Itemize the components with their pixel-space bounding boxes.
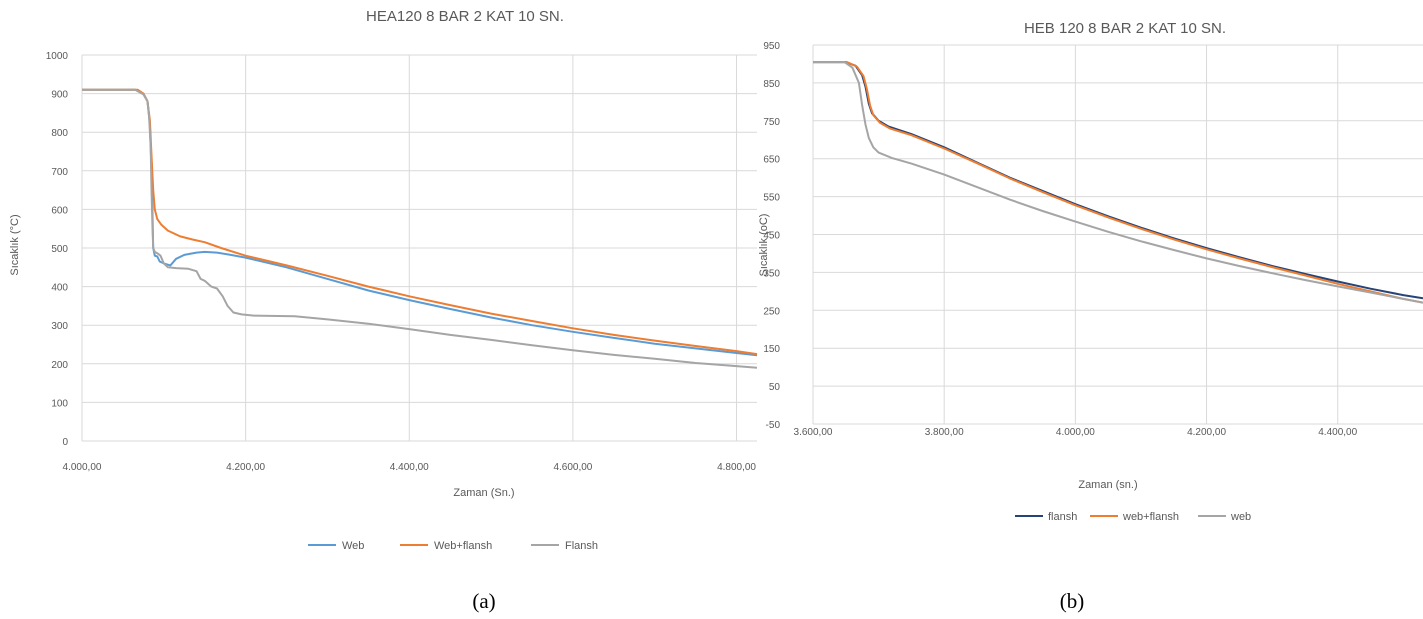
y-tick-label: 1000 <box>46 51 69 62</box>
caption-b: (b) <box>1060 589 1085 613</box>
chart-b-x-axis-title: Zaman (sn.) <box>1078 479 1137 491</box>
chart-a-grid <box>81 54 757 442</box>
y-tick-label: 400 <box>51 283 68 294</box>
x-tick-label: 4.400,00 <box>1318 427 1357 438</box>
y-tick-label: 850 <box>763 79 780 90</box>
series-line-web-flansh <box>82 88 758 356</box>
x-tick-label: 4.200,00 <box>226 462 265 473</box>
chart-a-y-axis-title: Sıcaklık (°C) <box>9 214 21 275</box>
chart-b-title: HEB 120 8 BAR 2 KAT 10 SN. <box>1024 20 1226 37</box>
series-line-web <box>82 88 758 357</box>
y-tick-label: 700 <box>51 167 68 178</box>
y-tick-label: 600 <box>51 205 68 216</box>
x-tick-label: 3.800,00 <box>925 427 964 438</box>
legend-label-flansh: Flansh <box>565 540 598 552</box>
y-tick-label: 950 <box>763 41 780 52</box>
legend-label-web-flansh-b: web+flansh <box>1122 511 1179 523</box>
series-line-web <box>813 61 1423 304</box>
chart-b-legend: flansh web+flansh web <box>1015 511 1251 523</box>
chart-b-y-axis-title: Sıcaklık (oC) <box>758 214 770 277</box>
y-tick-label: 500 <box>51 244 68 255</box>
chart-b-series <box>813 61 1423 304</box>
x-tick-label: 4.000,00 <box>1056 427 1095 438</box>
x-tick-label: 4.200,00 <box>1187 427 1226 438</box>
y-tick-label: 200 <box>51 360 68 371</box>
y-tick-label: 900 <box>51 90 68 101</box>
series-line-flansh <box>813 61 1423 300</box>
chart-a-series <box>82 88 758 369</box>
y-tick-label: 0 <box>62 437 68 448</box>
series-line-flansh <box>82 88 758 369</box>
y-tick-label: -50 <box>766 420 781 431</box>
chart-b: HEB 120 8 BAR 2 KAT 10 SN. -50 50 150 250 35… <box>758 20 1423 613</box>
x-tick-label: 3.600,00 <box>794 427 833 438</box>
y-tick-label: 350 <box>763 268 780 279</box>
y-tick-label: 450 <box>763 231 780 242</box>
x-tick-label: 4.000,00 <box>63 462 102 473</box>
legend-label-web-flansh: Web+flansh <box>434 540 492 552</box>
y-tick-label: 750 <box>763 117 780 128</box>
y-tick-label: 300 <box>51 321 68 332</box>
chart-a-legend: Web Web+flansh Flansh <box>308 540 598 552</box>
chart-a-x-axis-title: Zaman (Sn.) <box>453 487 514 499</box>
y-tick-label: 650 <box>763 155 780 166</box>
y-tick-label: 550 <box>763 193 780 204</box>
y-tick-label: 100 <box>51 398 68 409</box>
chart-a-xticks: 4.000,00 4.200,00 4.400,00 4.600,00 4.800,00 <box>63 462 757 473</box>
y-tick-label: 50 <box>769 382 781 393</box>
x-tick-label: 4.400,00 <box>390 462 429 473</box>
legend-label-web: Web <box>342 540 364 552</box>
y-tick-label: 800 <box>51 128 68 139</box>
chart-a-title: HEA120 8 BAR 2 KAT 10 SN. <box>366 8 564 25</box>
caption-a: (a) <box>472 589 495 613</box>
x-tick-label: 4.800,00 <box>717 462 756 473</box>
series-line-web-flansh <box>813 61 1423 304</box>
legend-label-flansh-b: flansh <box>1048 511 1077 523</box>
y-tick-label: 250 <box>763 306 780 317</box>
chart-b-xticks: 3.600,00 3.800,00 4.000,00 4.200,00 4.400,00 <box>794 427 1358 438</box>
x-tick-label: 4.600,00 <box>553 462 592 473</box>
legend-label-web-b: web <box>1230 511 1251 523</box>
chart-a-yticks: 0 100 200 300 400 500 600 700 800 900 1000 <box>46 51 69 448</box>
chart-a: HEA120 8 BAR 2 KAT 10 SN. 0 100 200 300 400 5… <box>9 8 758 613</box>
chart-b-yticks: -50 50 150 250 350 450 550 650 750 850 950 <box>763 41 780 431</box>
y-tick-label: 150 <box>763 344 780 355</box>
